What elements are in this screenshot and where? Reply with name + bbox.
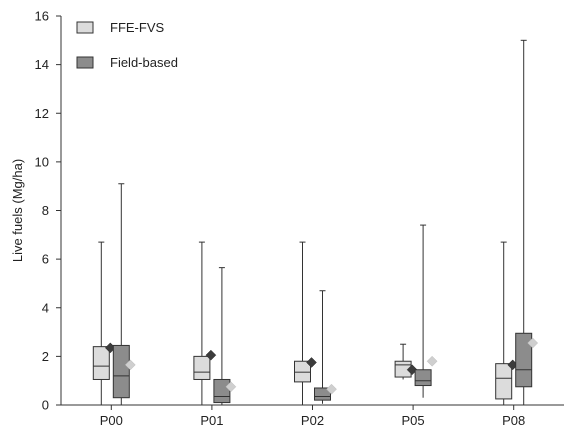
x-tick-label-p02: P02 (301, 413, 324, 428)
mean-marker (426, 355, 438, 367)
y-tick-label: 2 (42, 349, 49, 364)
iqr-box (414, 369, 432, 387)
legend-swatch (76, 21, 94, 34)
y-tick-label: 10 (35, 154, 49, 169)
legend-swatch (76, 56, 94, 69)
box-field-based-p08 (515, 39, 539, 405)
y-tick-label: 14 (35, 57, 49, 72)
y-axis: 0 2 4 6 8 10 12 14 16 (35, 9, 62, 413)
box-series (92, 39, 539, 405)
legend-item-field-based: Field-based (76, 55, 178, 70)
mean-marker (326, 383, 337, 395)
iqr-box (495, 363, 513, 400)
x-axis: P00 P01 P02 P05 P08 (61, 404, 564, 428)
box-ffe-fvs-p02 (294, 241, 317, 405)
y-tick-label: 16 (35, 9, 49, 24)
mean-marker (527, 337, 539, 349)
box-ffe-fvs-p01 (193, 241, 217, 405)
iqr-box (294, 360, 311, 383)
box-ffe-fvs-p00 (92, 241, 116, 405)
box-field-based-p05 (414, 224, 438, 398)
legend: FFE-FVS Field-based (76, 20, 178, 70)
legend-label: Field-based (110, 55, 178, 70)
iqr-box (314, 387, 331, 401)
mean-marker (306, 357, 317, 368)
mean-marker (205, 349, 217, 361)
mean-marker (225, 381, 237, 393)
box-ffe-fvs-p05 (394, 343, 418, 380)
y-tick-label: 8 (42, 203, 49, 218)
box-field-based-p00 (112, 183, 136, 405)
x-tick-label-p05: P05 (402, 413, 425, 428)
y-tick-label: 6 (42, 252, 49, 267)
x-tick-label-p08: P08 (502, 413, 525, 428)
x-tick-label-p01: P01 (200, 413, 223, 428)
y-tick-label: 0 (42, 398, 49, 413)
y-tick-label: 12 (35, 106, 49, 121)
legend-item-ffe-fvs: FFE-FVS (76, 20, 164, 35)
iqr-box (193, 355, 211, 380)
x-tick-label-p00: P00 (100, 413, 123, 428)
iqr-box (515, 332, 533, 388)
iqr-box (92, 346, 110, 380)
legend-label: FFE-FVS (110, 20, 164, 35)
box-ffe-fvs-p08 (495, 241, 519, 405)
y-tick-label: 4 (42, 300, 49, 315)
box-field-based-p01 (213, 267, 237, 405)
mean-marker (124, 359, 136, 371)
iqr-box (213, 378, 231, 404)
box-field-based-p02 (314, 290, 337, 404)
y-axis-label: Live fuels (Mg/ha) (10, 159, 25, 262)
iqr-box (112, 344, 130, 399)
